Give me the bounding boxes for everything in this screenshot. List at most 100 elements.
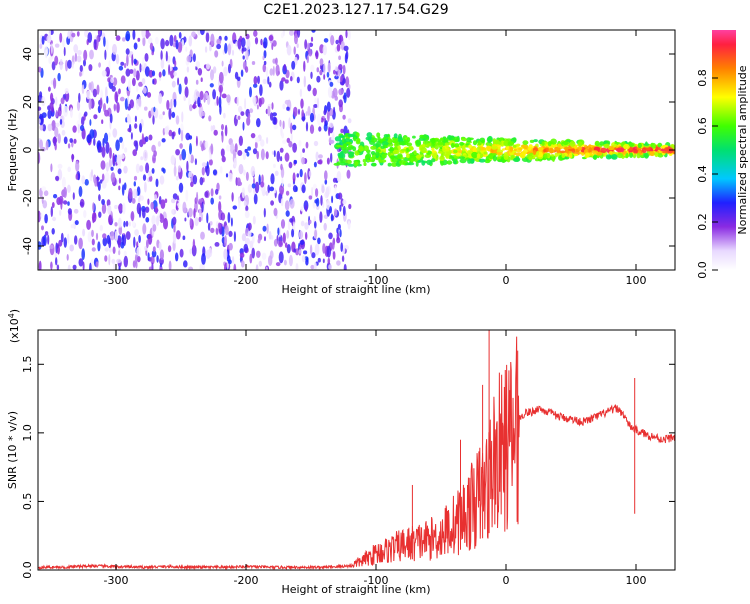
- heatmap-cell: [330, 213, 334, 222]
- heatmap-cell: [132, 260, 136, 268]
- heatmap-cell: [220, 148, 225, 157]
- heatmap-cell: [173, 35, 177, 43]
- heatmap-cell: [212, 124, 216, 131]
- heatmap-cell: [283, 259, 287, 266]
- heatmap-cell: [133, 68, 137, 78]
- heatmap-cell: [184, 76, 188, 85]
- heatmap-cell: [342, 199, 347, 205]
- heatmap-cell: [253, 193, 258, 205]
- heatmap-cell: [339, 204, 342, 212]
- heatmap-cell: [288, 140, 293, 148]
- heatmap-cell: [286, 106, 290, 111]
- heatmap-cell: [159, 213, 163, 220]
- heatmap-cell: [258, 174, 261, 186]
- colorbar-gradient: [712, 30, 736, 270]
- heatmap-cell: [78, 258, 84, 267]
- heatmap-cell: [133, 236, 136, 248]
- heatmap-cell: [311, 30, 316, 33]
- heatmap-cell: [370, 145, 377, 150]
- heatmap-cell: [420, 136, 426, 139]
- heatmap-cell: [111, 85, 116, 92]
- heatmap-cell: [161, 138, 166, 143]
- heatmap-cell: [256, 104, 259, 110]
- heatmap-cell: [263, 37, 268, 49]
- heatmap-cell: [228, 172, 233, 182]
- heatmap-cell: [192, 53, 196, 62]
- heatmap-cell: [223, 66, 228, 77]
- heatmap-cell: [53, 77, 57, 89]
- heatmap-cell: [313, 262, 317, 270]
- heatmap-cell: [142, 208, 146, 219]
- heatmap-cell: [148, 37, 153, 45]
- heatmap-cell: [317, 237, 321, 245]
- heatmap-cell: [415, 155, 422, 159]
- heatmap-cell: [159, 175, 165, 185]
- heatmap-cell: [436, 139, 442, 142]
- heatmap-cell: [550, 154, 555, 157]
- heatmap-cell: [554, 147, 561, 151]
- heatmap-cell: [296, 173, 300, 178]
- heatmap-cell: [115, 54, 120, 65]
- heatmap-cell: [643, 143, 650, 146]
- heatmap-cell: [204, 46, 208, 53]
- snr-y-multiplier: (x104): [7, 309, 21, 343]
- x-tick-label: -200: [234, 274, 259, 287]
- heatmap-cell: [251, 247, 255, 259]
- heatmap-cell: [312, 201, 316, 209]
- x-tick-label: 0: [503, 274, 510, 287]
- heatmap-cell: [629, 152, 634, 158]
- heatmap-cell: [244, 98, 247, 110]
- heatmap-cell: [61, 176, 66, 189]
- heatmap-cell: [326, 245, 331, 258]
- heatmap-cell: [324, 179, 328, 185]
- heatmap-cell: [221, 124, 224, 131]
- heatmap-cell: [146, 92, 152, 98]
- heatmap-cell: [108, 214, 113, 225]
- heatmap-cell: [180, 129, 184, 142]
- heatmap-cell: [102, 233, 107, 239]
- heatmap-cell: [123, 250, 127, 257]
- heatmap-cell: [132, 77, 136, 87]
- heatmap-cell: [561, 153, 566, 159]
- heatmap-cell: [112, 246, 116, 254]
- heatmap-cell: [265, 151, 269, 160]
- heatmap-cell: [327, 257, 331, 265]
- heatmap-cell: [114, 91, 118, 103]
- heatmap-cell: [128, 221, 131, 227]
- heatmap-cell: [97, 241, 101, 252]
- heatmap-cell: [245, 171, 249, 181]
- heatmap-cell: [280, 219, 286, 229]
- heatmap-cell: [269, 112, 274, 121]
- heatmap-cell: [57, 133, 61, 144]
- heatmap-cell: [332, 239, 335, 250]
- heatmap-cell: [165, 50, 168, 62]
- heatmap-cell: [408, 145, 414, 151]
- heatmap-cell: [180, 123, 184, 135]
- heatmap-cell: [186, 160, 189, 173]
- heatmap-cell: [446, 160, 453, 165]
- heatmap-cell: [231, 49, 235, 56]
- heatmap-cell: [200, 30, 205, 36]
- heatmap-cell: [242, 55, 245, 60]
- heatmap-cell: [649, 150, 655, 157]
- heatmap-cell: [437, 151, 443, 154]
- heatmap-cell: [301, 184, 306, 194]
- heatmap-cell: [242, 121, 245, 131]
- heatmap-cell: [224, 225, 229, 236]
- heatmap-cell: [330, 35, 335, 46]
- heatmap-cell: [136, 202, 142, 215]
- heatmap-cell: [230, 217, 233, 227]
- heatmap-cell: [237, 115, 241, 121]
- heatmap-cell: [67, 166, 71, 173]
- heatmap-cell: [126, 54, 129, 67]
- heatmap-cell: [275, 262, 281, 267]
- heatmap-cell: [319, 211, 323, 224]
- heatmap-cell: [375, 151, 380, 157]
- heatmap-cell: [334, 95, 339, 101]
- heatmap-cell: [323, 109, 327, 116]
- heatmap-cell: [255, 250, 261, 258]
- heatmap-cell: [61, 129, 66, 136]
- heatmap-cell: [169, 34, 174, 47]
- heatmap-cell: [238, 164, 244, 175]
- heatmap-cell: [206, 161, 209, 169]
